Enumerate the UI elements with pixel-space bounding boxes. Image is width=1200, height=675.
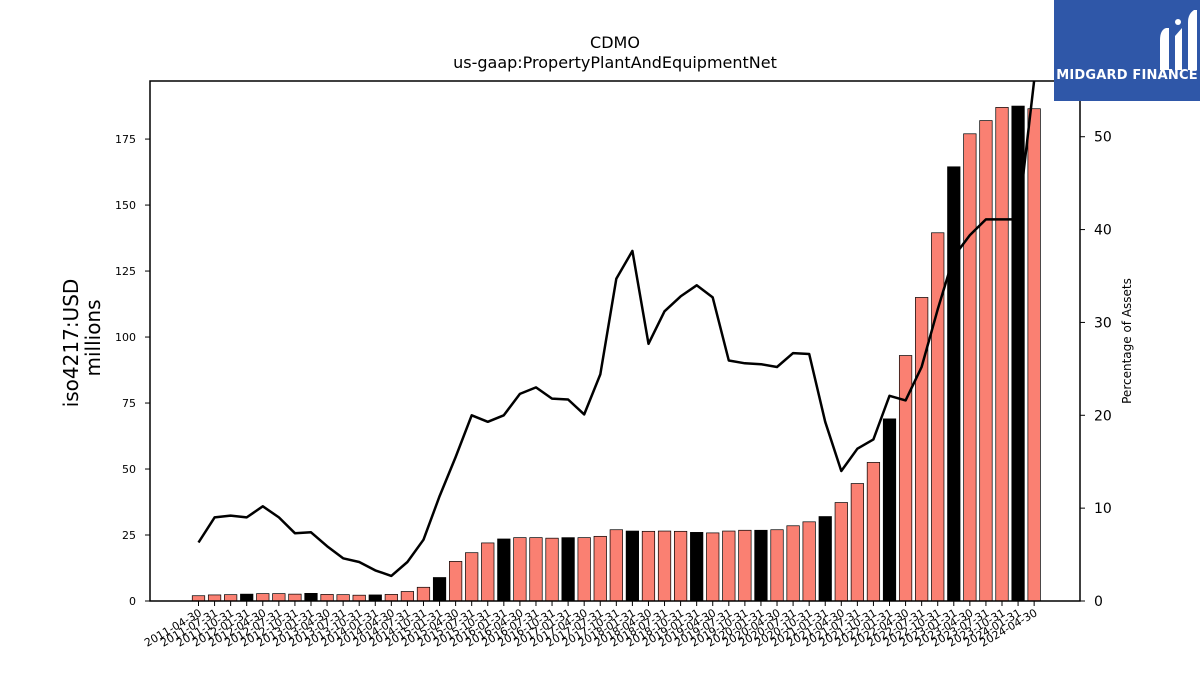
bar	[384, 594, 398, 602]
y-tick-label: 75	[122, 397, 136, 410]
y2-tick-label: 50	[1094, 130, 1112, 146]
y2-tick-label: 10	[1094, 501, 1112, 517]
bar	[625, 530, 639, 602]
bar	[947, 166, 961, 602]
bar	[882, 418, 897, 602]
bar	[497, 538, 511, 602]
bar	[915, 297, 929, 602]
series-line	[197, 80, 1036, 578]
y2-axis: 0 10 20 30 40 50	[1080, 130, 1112, 610]
bars-group	[191, 105, 1041, 602]
bar	[272, 593, 286, 602]
y-tick-label: 175	[115, 133, 136, 146]
y-tick-label: 25	[122, 529, 136, 542]
y-tick-label: 50	[122, 463, 136, 476]
bar	[288, 593, 302, 602]
x-axis: 2011-04-302011-07-312011-10-312012-01-31…	[142, 601, 1040, 650]
y-tick-label: 0	[129, 595, 136, 608]
bar	[754, 529, 768, 602]
bar	[786, 525, 800, 602]
plot-frame	[149, 80, 1081, 602]
bar	[577, 537, 591, 602]
y-axis-label: iso4217:USD	[59, 279, 83, 408]
bar	[818, 516, 832, 602]
line-layer	[197, 80, 1036, 578]
bar	[657, 530, 672, 602]
bar	[963, 133, 977, 602]
bar	[995, 107, 1009, 602]
bar	[641, 530, 656, 602]
bar	[722, 530, 736, 602]
bar	[738, 529, 752, 602]
bar	[593, 535, 607, 602]
bar	[979, 120, 993, 602]
y-axis: 0 25 50 75 100 125 150 175	[115, 133, 150, 608]
bar	[545, 537, 559, 602]
bar	[256, 593, 270, 602]
y-tick-label: 125	[115, 265, 136, 278]
chart-title: CDMO	[590, 33, 640, 52]
bar	[609, 529, 623, 602]
bar	[400, 591, 415, 602]
y2-tick-label: 40	[1094, 223, 1112, 239]
y-tick-label: 100	[115, 331, 136, 344]
bar	[866, 462, 881, 602]
y2-tick-label: 0	[1094, 594, 1103, 610]
bar	[770, 529, 784, 602]
bar	[207, 594, 222, 602]
bar	[481, 542, 495, 602]
bar	[336, 594, 350, 602]
bar	[304, 592, 318, 602]
y2-tick-label: 20	[1094, 408, 1112, 424]
bar	[802, 521, 816, 602]
bar	[432, 577, 447, 602]
bar	[706, 532, 720, 602]
bar	[449, 561, 463, 602]
y-axis-unit: millions	[81, 299, 105, 376]
bar	[529, 537, 543, 602]
bar	[931, 232, 945, 602]
bar	[850, 483, 864, 602]
midgard-logo-icon	[1160, 10, 1197, 70]
y2-tick-label: 30	[1094, 315, 1112, 331]
bar	[320, 594, 334, 602]
bar	[240, 593, 254, 602]
bar	[513, 537, 527, 602]
bar	[673, 530, 688, 602]
bar	[834, 502, 848, 602]
bar	[416, 586, 431, 602]
bar	[465, 552, 479, 602]
midgard-finance-logo: MIDGARD FINANCE	[1054, 0, 1200, 101]
chart-subtitle: us-gaap:PropertyPlantAndEquipmentNet	[453, 53, 777, 72]
bar	[561, 537, 575, 602]
bar	[690, 532, 704, 602]
y2-axis-label: Percentage of Assets	[1120, 278, 1134, 404]
bar	[352, 594, 366, 602]
bar	[368, 594, 382, 602]
logo-text: MIDGARD FINANCE	[1056, 68, 1198, 83]
bar	[1027, 108, 1041, 602]
bar	[191, 595, 206, 602]
bar	[224, 594, 238, 602]
y-tick-label: 150	[115, 199, 136, 212]
